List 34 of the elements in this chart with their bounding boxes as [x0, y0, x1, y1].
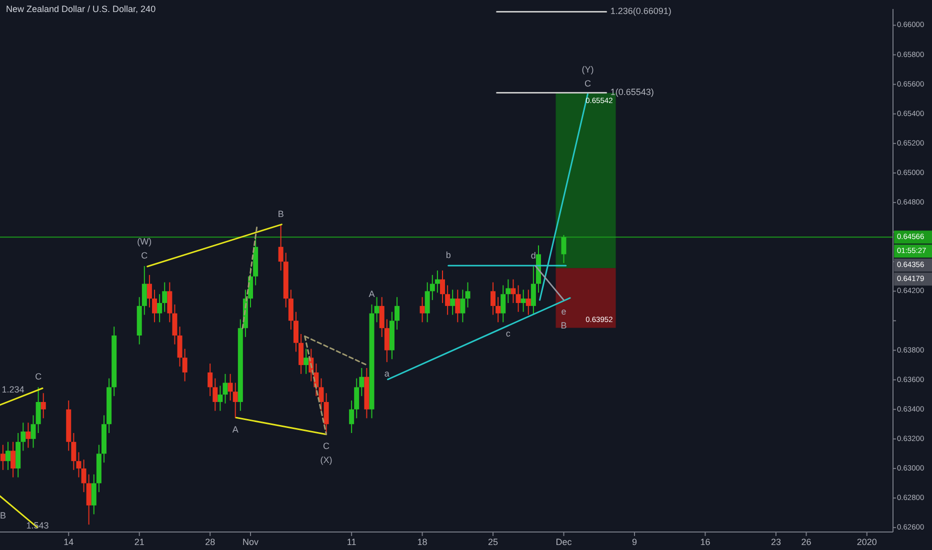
annotation: B — [560, 320, 567, 330]
annotation: C — [584, 78, 592, 88]
x-tick-label: 9 — [632, 537, 637, 547]
chart-title: New Zealand Dollar / U.S. Dollar, 240 — [6, 4, 156, 14]
x-tick-label: Dec — [556, 537, 572, 547]
x-tick-label: 14 — [64, 537, 74, 547]
annotation: (W) — [137, 236, 152, 246]
x-tick-label: 11 — [346, 537, 356, 547]
annotation: b — [446, 250, 451, 260]
annotation: C — [35, 372, 42, 382]
annotation: d — [530, 250, 536, 260]
x-tick-label: 2020 — [856, 537, 877, 547]
annotation: c — [506, 328, 511, 339]
x-tick-label: Nov — [242, 537, 260, 547]
x-tick-label: 21 — [134, 537, 144, 547]
x-tick-label: 18 — [417, 537, 428, 547]
x-tick-label: 28 — [205, 537, 216, 547]
annotation: A — [232, 424, 238, 435]
annotation: B — [278, 209, 284, 220]
annotation: C — [323, 440, 330, 451]
annotation: (Y) — [582, 64, 594, 74]
x-tick-label: 25 — [488, 537, 498, 547]
x-tick-label: 16 — [700, 537, 710, 547]
annotation: B — [0, 510, 6, 520]
annotation: 1.236(0.66091) — [610, 6, 672, 16]
annotation: C — [141, 250, 148, 260]
x-tick-label: 23 — [770, 537, 781, 547]
annotation: 1(0.65543) — [610, 87, 654, 98]
annotation: 1.234 — [2, 384, 24, 394]
annotation: A — [368, 288, 375, 299]
annotation: e — [561, 306, 566, 316]
annotation: (X) — [320, 454, 332, 465]
annotation: a — [384, 368, 390, 378]
x-tick-label: 26 — [801, 537, 812, 547]
